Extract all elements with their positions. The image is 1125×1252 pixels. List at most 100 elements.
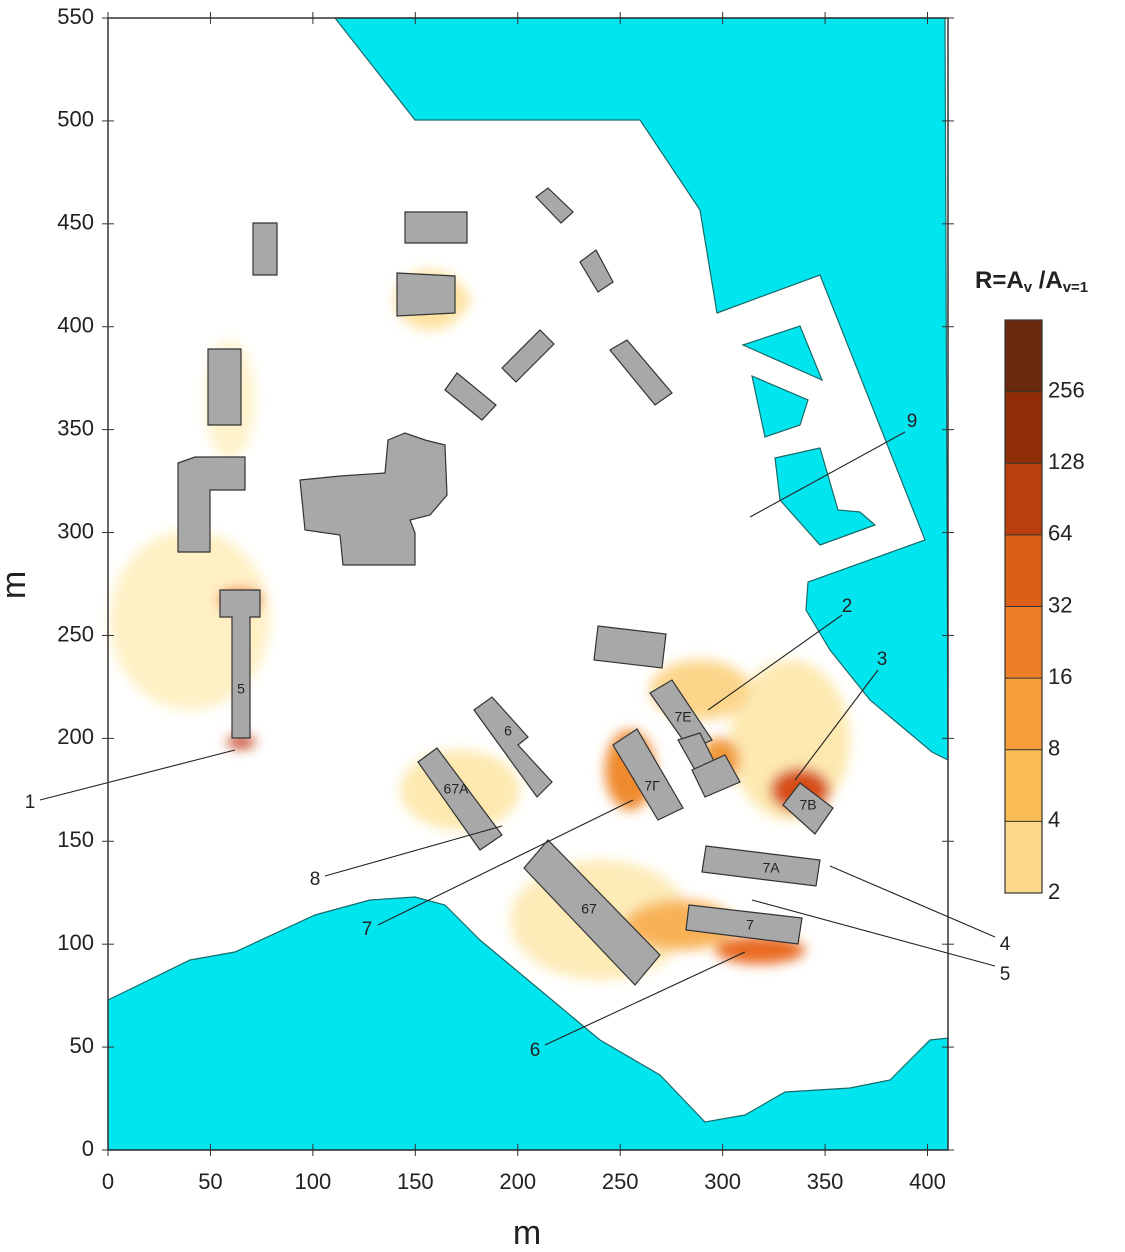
colorbar-band bbox=[1005, 749, 1042, 822]
building-label: 7A bbox=[762, 860, 780, 876]
colorbar-tick-label: 16 bbox=[1048, 664, 1072, 689]
colorbar-band bbox=[1005, 678, 1042, 750]
callout-label: 7 bbox=[362, 919, 373, 940]
building bbox=[701, 845, 821, 887]
x-axis-label: m bbox=[513, 1214, 541, 1252]
x-tick-label: 300 bbox=[704, 1169, 741, 1194]
building bbox=[593, 625, 667, 669]
callout-label: 5 bbox=[1000, 964, 1011, 985]
building bbox=[523, 839, 661, 986]
water-area bbox=[107, 896, 949, 1151]
building-labels: 5 6 67A 7Г 7E 7B 7A 7 67 bbox=[237, 681, 816, 933]
building bbox=[299, 432, 448, 566]
y-tick-label: 350 bbox=[57, 415, 94, 440]
building bbox=[396, 272, 456, 317]
y-tick-label: 200 bbox=[57, 724, 94, 749]
colorbar-band bbox=[1005, 821, 1042, 893]
callout-label: 8 bbox=[310, 869, 321, 890]
colorbar-tick-label: 8 bbox=[1048, 736, 1060, 761]
building-label: 7 bbox=[746, 917, 754, 933]
colorbar-band bbox=[1005, 463, 1042, 535]
building bbox=[649, 679, 713, 751]
building bbox=[685, 904, 803, 945]
colorbar-band bbox=[1005, 534, 1042, 607]
colorbar-title: R=Av /Av=1 bbox=[975, 267, 1088, 296]
y-tick-label: 150 bbox=[57, 827, 94, 852]
building bbox=[252, 222, 278, 276]
y-tick-label: 400 bbox=[57, 313, 94, 338]
building-label: 7E bbox=[674, 709, 691, 725]
building bbox=[609, 339, 673, 406]
water bbox=[107, 17, 949, 1151]
leader-line bbox=[749, 431, 906, 518]
y-tick-label: 450 bbox=[57, 210, 94, 235]
leader-line bbox=[794, 669, 879, 781]
building bbox=[207, 348, 242, 426]
x-tick-label: 150 bbox=[397, 1169, 434, 1194]
colorbar-tick-label: 128 bbox=[1048, 449, 1085, 474]
callout-label: 9 bbox=[907, 411, 918, 432]
building bbox=[417, 747, 503, 851]
building-label: 67A bbox=[444, 781, 470, 797]
building bbox=[219, 589, 261, 739]
colorbar-tick-label: 4 bbox=[1048, 807, 1060, 832]
colorbar-band bbox=[1005, 320, 1042, 392]
colorbar-band bbox=[1005, 606, 1042, 679]
callout-label: 4 bbox=[1000, 934, 1011, 955]
leader-line bbox=[751, 899, 996, 967]
x-tick-label: 50 bbox=[198, 1169, 222, 1194]
building bbox=[535, 187, 574, 224]
heat-patch bbox=[227, 736, 255, 748]
building bbox=[501, 329, 555, 383]
colorbar-band bbox=[1005, 391, 1042, 464]
water-area bbox=[333, 17, 949, 761]
building-label: 6 bbox=[504, 723, 512, 739]
leader-line bbox=[707, 614, 843, 711]
building bbox=[782, 782, 834, 835]
heat-patch bbox=[110, 530, 270, 710]
colorbar-tick-label: 32 bbox=[1048, 592, 1072, 617]
water-area bbox=[774, 447, 877, 546]
building-label: 7Г bbox=[644, 778, 660, 794]
x-tick-label: 350 bbox=[807, 1169, 844, 1194]
building bbox=[404, 211, 468, 244]
y-axis-label: m bbox=[0, 571, 33, 599]
callout-label: 3 bbox=[877, 649, 888, 670]
colorbar-title-part: v=1 bbox=[1063, 279, 1088, 296]
building-label: 7B bbox=[799, 797, 816, 813]
colorbar-title-part: /A bbox=[1032, 267, 1063, 294]
heat-patch bbox=[715, 936, 805, 964]
building bbox=[691, 754, 741, 798]
plot-frame bbox=[107, 17, 949, 1151]
building bbox=[177, 456, 246, 553]
building bbox=[444, 372, 497, 421]
building-label: 5 bbox=[237, 681, 245, 697]
colorbar-tick-label: 256 bbox=[1048, 377, 1085, 402]
y-tick-label: 0 bbox=[82, 1136, 94, 1161]
callout-label: 6 bbox=[530, 1040, 541, 1061]
colorbar-tick-label: 2 bbox=[1048, 879, 1060, 904]
y-tick-label: 300 bbox=[57, 518, 94, 543]
callouts: 1 2 3 4 5 6 7 8 9 bbox=[25, 411, 1011, 1061]
y-tick-label: 550 bbox=[57, 4, 94, 29]
leader-line bbox=[39, 749, 236, 801]
callout-label: 1 bbox=[25, 792, 36, 813]
colorbar-title-part: v bbox=[1024, 279, 1033, 296]
leader-line bbox=[544, 951, 746, 1046]
building bbox=[473, 696, 553, 798]
leader-line bbox=[829, 865, 996, 938]
buildings bbox=[177, 187, 834, 986]
leader-line bbox=[324, 825, 503, 877]
y-tick-label: 250 bbox=[57, 621, 94, 646]
x-tick-label: 100 bbox=[295, 1169, 332, 1194]
building bbox=[612, 728, 684, 821]
y-tick-label: 100 bbox=[57, 930, 94, 955]
building-label: 67 bbox=[581, 901, 597, 917]
water-area bbox=[751, 374, 809, 438]
colorbar-title-part: R=A bbox=[975, 267, 1024, 294]
x-tick-label: 0 bbox=[102, 1169, 114, 1194]
y-tick-label: 50 bbox=[70, 1033, 94, 1058]
leader-line bbox=[377, 799, 634, 926]
x-tick-label: 250 bbox=[602, 1169, 639, 1194]
